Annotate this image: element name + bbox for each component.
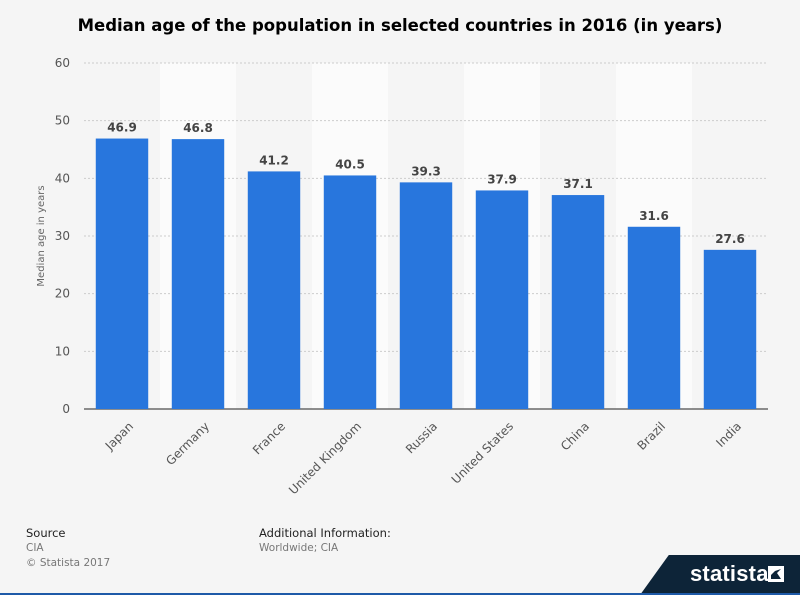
x-tick-label: Brazil bbox=[635, 419, 669, 453]
source-value: CIA bbox=[26, 542, 44, 554]
bar[interactable] bbox=[475, 190, 529, 409]
additional-info-value: Worldwide; CIA bbox=[259, 542, 339, 554]
x-tick-label: Japan bbox=[102, 419, 136, 453]
y-tick-label: 60 bbox=[55, 56, 70, 70]
additional-info-heading: Additional Information: bbox=[259, 526, 391, 540]
y-axis-ticks: 0 10 20 30 40 50 60 bbox=[55, 56, 70, 416]
x-tick-label: Germany bbox=[163, 419, 212, 468]
data-label: 39.3 bbox=[411, 164, 441, 178]
x-tick-label: China bbox=[558, 419, 592, 453]
x-tick-label: Russia bbox=[403, 419, 440, 456]
data-label: 37.9 bbox=[487, 172, 517, 186]
data-label: 41.2 bbox=[259, 153, 289, 167]
y-tick-label: 0 bbox=[62, 402, 70, 416]
bars bbox=[95, 138, 757, 409]
x-tick-label: France bbox=[250, 419, 288, 457]
bar[interactable] bbox=[399, 182, 453, 409]
statista-logo[interactable]: statista bbox=[640, 555, 800, 595]
data-label: 31.6 bbox=[639, 209, 669, 223]
brand-name: statista bbox=[690, 561, 769, 586]
y-tick-label: 10 bbox=[55, 344, 70, 358]
y-tick-label: 30 bbox=[55, 229, 70, 243]
bar[interactable] bbox=[95, 138, 149, 409]
x-tick-label: India bbox=[713, 419, 744, 450]
bar[interactable] bbox=[171, 139, 225, 409]
y-tick-label: 20 bbox=[55, 287, 70, 301]
data-label: 37.1 bbox=[563, 177, 593, 191]
bar[interactable] bbox=[323, 175, 377, 409]
y-tick-label: 50 bbox=[55, 114, 70, 128]
value-labels: 46.9 46.8 41.2 40.5 39.3 37.9 37.1 31.6 27.6 bbox=[107, 121, 745, 246]
x-tick-label: United Kingdom bbox=[286, 419, 364, 497]
bar[interactable] bbox=[627, 226, 681, 409]
data-label: 46.8 bbox=[183, 121, 213, 135]
chart-title: Median age of the population in selected… bbox=[77, 16, 723, 35]
x-tick-label: United States bbox=[449, 419, 516, 486]
source-heading: Source bbox=[26, 526, 66, 540]
source-block: Source CIA © Statista 2017 bbox=[26, 526, 110, 571]
data-label: 27.6 bbox=[715, 232, 745, 246]
bar[interactable] bbox=[551, 195, 605, 409]
bar[interactable] bbox=[703, 249, 757, 409]
bar[interactable] bbox=[247, 171, 301, 409]
statista-icon bbox=[768, 566, 784, 582]
data-label: 46.9 bbox=[107, 121, 137, 135]
y-tick-label: 40 bbox=[55, 171, 70, 185]
copyright: © Statista 2017 bbox=[26, 557, 111, 569]
bottom-accent-line bbox=[0, 593, 800, 595]
y-axis-title: Median age in years bbox=[36, 185, 47, 286]
data-label: 40.5 bbox=[335, 157, 365, 171]
additional-info-block: Additional Information: Worldwide; CIA bbox=[259, 526, 391, 556]
